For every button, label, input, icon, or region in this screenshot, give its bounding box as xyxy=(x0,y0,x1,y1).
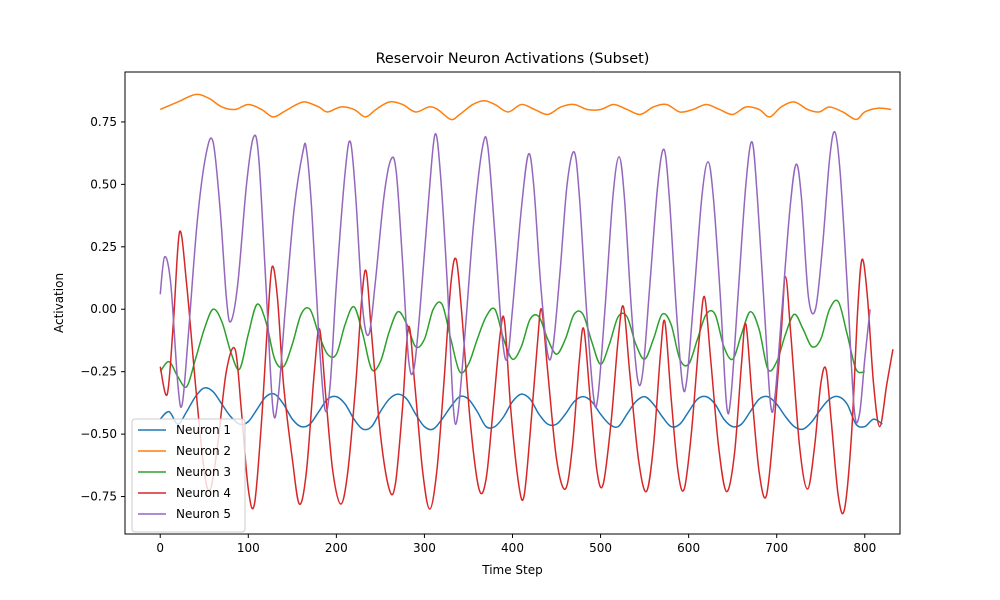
legend-box xyxy=(131,418,246,533)
series-line-neuron-1 xyxy=(159,386,883,431)
series-line-neuron-2 xyxy=(159,93,892,121)
y-tick-label: −0.75 xyxy=(80,490,117,504)
legend-label: Neuron 3 xyxy=(176,465,231,479)
series-line-neuron-4 xyxy=(159,230,894,515)
series-layer xyxy=(159,93,894,515)
legend-label: Neuron 1 xyxy=(176,423,231,437)
x-tick-label: 600 xyxy=(677,541,700,555)
x-tick-label: 200 xyxy=(325,541,348,555)
x-axis: 0 100 200 300 400 500 600 700 800 xyxy=(156,534,876,555)
y-axis: −0.75 −0.50 −0.25 0.00 0.25 0.50 0.75 xyxy=(80,115,125,504)
legend-label: Neuron 5 xyxy=(176,507,231,521)
x-tick-label: 400 xyxy=(501,541,524,555)
y-tick-label: −0.50 xyxy=(80,427,117,441)
x-tick-label: 500 xyxy=(589,541,612,555)
y-tick-label: 0.25 xyxy=(90,240,117,254)
y-tick-label: −0.25 xyxy=(80,365,117,379)
x-tick-label: 800 xyxy=(853,541,876,555)
y-axis-label: Activation xyxy=(52,273,66,333)
y-tick-label: 0.75 xyxy=(90,115,117,129)
x-tick-label: 300 xyxy=(413,541,436,555)
series-line-neuron-3 xyxy=(159,299,865,388)
x-tick-label: 700 xyxy=(765,541,788,555)
legend-label: Neuron 4 xyxy=(176,486,231,500)
legend-label: Neuron 2 xyxy=(176,444,231,458)
x-tick-label: 100 xyxy=(237,541,260,555)
chart-title: Reservoir Neuron Activations (Subset) xyxy=(376,51,650,67)
legend: Neuron 1 Neuron 2 Neuron 3 Neuron 4 Neuron 5 xyxy=(131,418,246,533)
y-tick-label: 0.00 xyxy=(90,302,117,316)
x-axis-label: Time Step xyxy=(481,563,543,577)
y-tick-label: 0.50 xyxy=(90,177,117,191)
x-tick-label: 0 xyxy=(156,541,164,555)
series-line-neuron-5 xyxy=(159,130,871,426)
